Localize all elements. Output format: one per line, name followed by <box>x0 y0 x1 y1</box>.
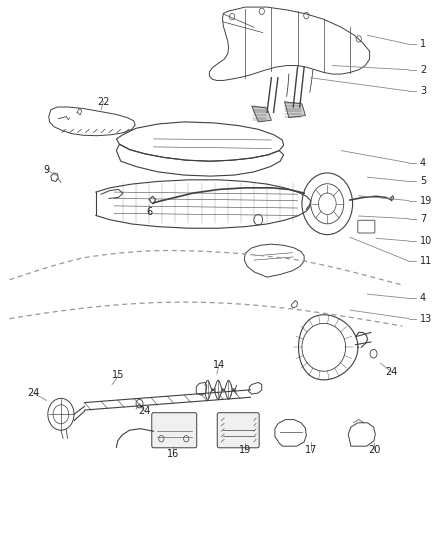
Polygon shape <box>252 106 272 122</box>
Text: 9: 9 <box>43 165 49 175</box>
Text: 4: 4 <box>420 293 426 303</box>
Text: 4: 4 <box>420 158 426 168</box>
Polygon shape <box>285 102 305 118</box>
Text: 20: 20 <box>368 445 380 455</box>
FancyBboxPatch shape <box>217 413 259 448</box>
Text: 19: 19 <box>239 445 251 455</box>
Text: 16: 16 <box>167 449 179 458</box>
Text: 22: 22 <box>97 96 110 107</box>
FancyBboxPatch shape <box>152 413 197 448</box>
Text: 2: 2 <box>420 65 426 75</box>
Text: 13: 13 <box>420 313 432 324</box>
Text: 5: 5 <box>420 176 426 187</box>
Text: 3: 3 <box>420 86 426 96</box>
Text: 24: 24 <box>27 388 39 398</box>
Text: 17: 17 <box>304 445 317 455</box>
Text: 24: 24 <box>385 367 398 377</box>
Text: 1: 1 <box>420 39 426 49</box>
Text: 11: 11 <box>420 256 432 266</box>
Text: 15: 15 <box>113 370 125 381</box>
Text: 24: 24 <box>138 406 151 416</box>
Text: 6: 6 <box>146 207 152 217</box>
Text: 7: 7 <box>420 214 426 224</box>
Text: 19: 19 <box>420 196 432 206</box>
Text: 14: 14 <box>213 360 225 370</box>
Text: 10: 10 <box>420 236 432 246</box>
